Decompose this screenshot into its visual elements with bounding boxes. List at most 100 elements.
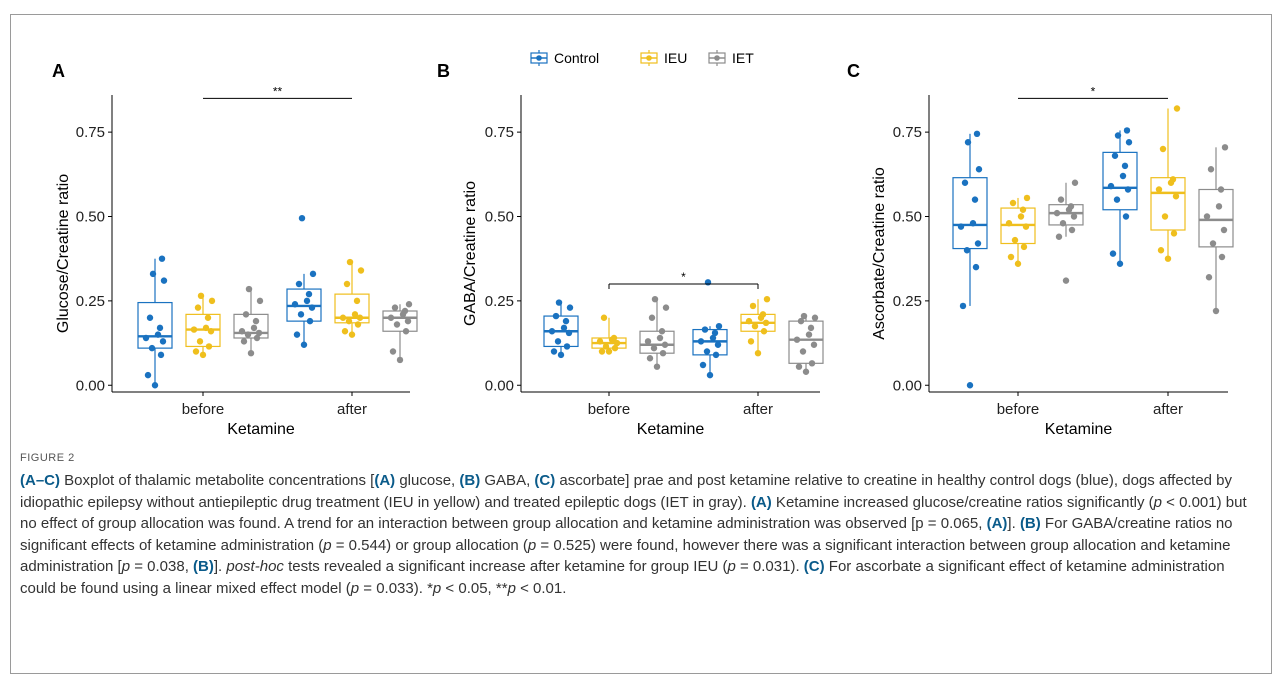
data-point	[565, 329, 573, 337]
caption-text: (A–C) Boxplot of thalamic metabolite con…	[20, 470, 1260, 599]
data-point	[343, 280, 351, 288]
data-point	[354, 321, 362, 328]
data-point	[555, 299, 563, 306]
data-point	[596, 338, 604, 345]
data-point	[973, 130, 981, 138]
legend: Control IEU IET	[530, 50, 754, 66]
data-point	[194, 304, 202, 311]
data-point	[715, 322, 723, 330]
x-tick-label: after	[337, 401, 367, 418]
caption-span: GABA,	[480, 472, 535, 489]
data-point	[1212, 307, 1220, 315]
data-point	[1215, 203, 1223, 210]
data-point	[341, 328, 349, 335]
caption-ref: (A)	[374, 472, 396, 489]
data-point	[646, 355, 654, 362]
data-point	[557, 351, 565, 359]
data-point	[560, 324, 568, 332]
box-ieu-before	[1000, 194, 1036, 267]
caption-ref: (C)	[534, 472, 556, 489]
data-point	[196, 338, 204, 345]
data-point	[253, 334, 261, 342]
data-point	[291, 301, 299, 308]
data-point	[300, 341, 308, 348]
caption-ref: (A–C)	[20, 472, 60, 489]
y-axis-title: Ascorbate/Creatine ratio	[871, 167, 888, 340]
data-point	[600, 314, 608, 321]
data-point	[656, 334, 664, 342]
data-point	[146, 314, 154, 321]
significance-bracket: *	[1018, 84, 1168, 99]
data-point	[650, 344, 658, 352]
data-point	[353, 297, 361, 305]
data-point	[1111, 152, 1119, 159]
x-tick-label: before	[588, 401, 631, 418]
caption-span: For ascorbate a significant effect of ke…	[20, 558, 1225, 597]
data-point	[159, 338, 167, 345]
data-point	[709, 334, 717, 342]
data-point	[805, 331, 813, 338]
data-point	[763, 295, 771, 303]
data-point	[610, 334, 618, 342]
box-ieu-after	[1150, 105, 1186, 262]
data-point	[1070, 213, 1078, 220]
box-body	[1198, 188, 1234, 248]
data-point	[963, 247, 971, 254]
data-point	[404, 317, 412, 325]
data-point	[659, 349, 667, 357]
significance-bracket: *	[608, 270, 759, 289]
y-tick-label: 0.00	[485, 377, 514, 394]
box-control-before	[137, 255, 173, 389]
data-point	[197, 292, 205, 300]
data-point	[811, 314, 819, 321]
y-tick-label: 0.25	[76, 293, 105, 310]
caption-span: ].	[213, 558, 227, 575]
data-point	[795, 363, 803, 370]
data-point	[658, 328, 666, 335]
data-point	[192, 348, 200, 355]
caption-span: tests revealed a significant increase af…	[283, 558, 728, 575]
caption-span: < 0.05, **	[441, 579, 508, 597]
data-point	[1217, 186, 1225, 193]
caption-ref: (A)	[986, 515, 1008, 532]
data-point	[1059, 220, 1067, 227]
data-point	[305, 290, 313, 298]
data-point	[751, 322, 759, 330]
data-point	[661, 341, 669, 348]
caption-italic: p	[1153, 493, 1162, 511]
caption-span: = 0.038,	[130, 558, 194, 575]
data-point	[144, 371, 152, 379]
caption-italic: p	[121, 558, 131, 575]
data-point	[1173, 105, 1181, 112]
data-point	[393, 321, 401, 328]
box-ieu-before	[185, 292, 221, 359]
data-point	[754, 349, 762, 357]
data-point	[245, 285, 253, 293]
data-point	[548, 328, 556, 335]
data-point	[1011, 236, 1019, 244]
data-point	[552, 312, 560, 320]
legend-label: Control	[554, 50, 599, 66]
data-point	[1014, 260, 1022, 267]
legend-key-point	[536, 55, 542, 61]
data-point	[402, 328, 410, 335]
data-point	[204, 314, 212, 321]
box-iet-after	[1198, 144, 1234, 315]
data-point	[1109, 250, 1117, 257]
significance-label: **	[273, 84, 283, 98]
box-body	[1102, 151, 1138, 211]
caption-ref: (B)	[1019, 515, 1041, 532]
data-point	[151, 382, 159, 389]
data-point	[405, 301, 413, 308]
data-point	[252, 317, 260, 325]
data-point	[762, 319, 770, 327]
data-point	[959, 302, 967, 310]
data-point	[972, 263, 980, 271]
data-point	[1221, 144, 1229, 151]
panel-b: B 0.00 0.25 0.50 0.75 before after Ketamine GABA…	[437, 61, 824, 438]
data-point	[1170, 230, 1178, 237]
y-tick-label: 0.00	[76, 377, 105, 394]
data-point	[810, 341, 818, 348]
data-point	[808, 360, 816, 367]
data-point	[242, 311, 250, 318]
